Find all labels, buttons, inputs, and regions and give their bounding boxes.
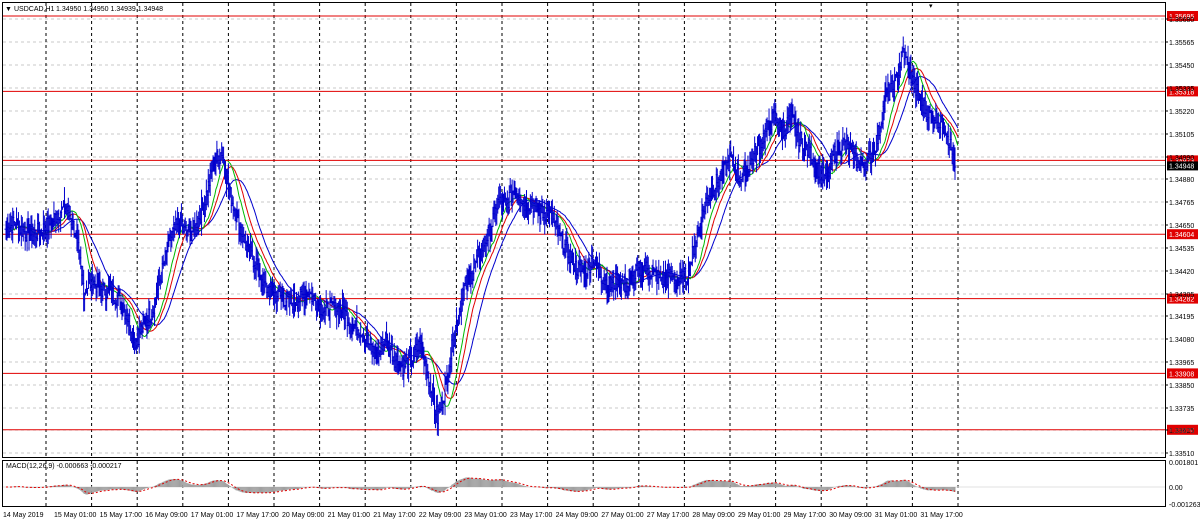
price-axis: 1.35680 1.35565 1.35450 1.35335 1.35220 1.351… (1165, 17, 1194, 458)
price-axis-label: 1.33510 (1169, 451, 1194, 458)
time-axis-label: 15 May 17:00 (100, 512, 143, 519)
price-axis-label: 1.34420 (1169, 269, 1194, 276)
time-axis-label: 29 May 01:00 (738, 512, 781, 519)
price-axis-label: 1.34765 (1169, 200, 1194, 207)
level-price-tag (1167, 11, 1198, 21)
chart-ohlc-label: 1.34950 1.34950 1.34939 1.34948 (56, 6, 163, 13)
price-axis-label: 1.33625 (1169, 428, 1194, 435)
chart-header-triangle-icon: ▼ (5, 6, 12, 13)
macd-signal-line (6, 477, 956, 494)
moving-average-slow-line (8, 75, 959, 385)
moving-average-fast-line (8, 60, 959, 407)
time-axis-label: 21 May 01:00 (328, 512, 371, 519)
time-axis-label: 20 May 09:00 (282, 512, 325, 519)
price-axis-label: 1.33965 (1169, 360, 1194, 367)
chart-symbol-label: USDCAD,H1 (14, 6, 55, 13)
time-axis-label: 30 May 09:00 (829, 512, 872, 519)
level-price-label: 1.34604 (1169, 232, 1194, 239)
time-axis: 14 May 2019 15 May 01:00 15 May 17:00 16 Ma… (3, 512, 963, 519)
horizontal-levels[interactable]: 1.356951.353181.349731.346041.342821.339… (3, 11, 1198, 435)
price-bars (4, 36, 957, 437)
time-axis-label: 29 May 17:00 (784, 512, 827, 519)
price-axis-label: 1.33735 (1169, 406, 1194, 413)
scroll-marker-icon: ▾ (929, 3, 933, 10)
price-axis-label: 1.34880 (1169, 177, 1194, 184)
level-price-label: 1.33626 (1169, 428, 1194, 435)
price-axis-label: 1.34650 (1169, 223, 1194, 230)
moving-average-mid-line (8, 67, 959, 399)
price-axis-label: 1.34195 (1169, 314, 1194, 321)
level-price-tag (1167, 293, 1198, 304)
level-price-tag (1167, 424, 1198, 435)
level-price-label: 1.35318 (1169, 89, 1194, 96)
grid (3, 3, 1165, 506)
time-axis-label: 23 May 01:00 (464, 512, 507, 519)
level-price-label: 1.33908 (1169, 371, 1194, 378)
price-axis-label: 1.34535 (1169, 246, 1194, 253)
price-axis-label: 1.34305 (1169, 292, 1194, 299)
macd-pane-frame (2, 460, 1166, 507)
price-axis-label: 1.35680 (1169, 17, 1194, 24)
price-axis-label: 1.35450 (1169, 63, 1194, 70)
current-price-label: 1.34948 (1169, 163, 1194, 170)
price-axis-label: 1.34080 (1169, 337, 1194, 344)
macd-axis-label: 0.001801 (1169, 460, 1198, 467)
level-price-label: 1.34282 (1169, 297, 1194, 304)
time-axis-label: 17 May 01:00 (191, 512, 234, 519)
time-axis-label: 22 May 09:00 (419, 512, 462, 519)
macd-axis-label: -0.001263 (1169, 502, 1200, 509)
price-axis-label: 1.35335 (1169, 86, 1194, 93)
level-price-tag (1167, 368, 1198, 379)
price-axis-label: 1.33850 (1169, 383, 1194, 390)
current-price-tag (1167, 161, 1198, 171)
time-axis-label: 15 May 01:00 (54, 512, 97, 519)
level-price-tag (1167, 86, 1198, 97)
time-axis-label: 21 May 17:00 (373, 512, 416, 519)
level-price-tag (1167, 155, 1198, 166)
price-axis-label: 1.35220 (1169, 109, 1194, 116)
price-axis-label: 1.35565 (1169, 40, 1194, 47)
time-axis-label: 27 May 01:00 (601, 512, 644, 519)
time-axis-label: 24 May 09:00 (556, 512, 599, 519)
level-price-tag (1167, 229, 1198, 240)
time-axis-label: 31 May 17:00 (920, 512, 963, 519)
time-axis-label: 27 May 17:00 (647, 512, 690, 519)
time-axis-label: 17 May 17:00 (236, 512, 279, 519)
time-axis-label: 14 May 2019 (3, 512, 44, 519)
time-axis-label: 16 May 09:00 (145, 512, 188, 519)
macd-label: MACD(12,26,9) -0.000663 -0.000217 (6, 463, 122, 470)
time-axis-label: 23 May 17:00 (510, 512, 553, 519)
time-axis-label: 28 May 09:00 (692, 512, 735, 519)
level-price-label: 1.35695 (1169, 14, 1194, 21)
macd-axis-label: 0.00 (1169, 485, 1183, 492)
price-axis-label: 1.35105 (1169, 132, 1194, 139)
macd-indicator: 0.001801 0.00 -0.001263 (3, 460, 1200, 509)
time-axis-label: 31 May 01:00 (875, 512, 918, 519)
price-axis-label: 1.34990 (1169, 155, 1194, 162)
moving-averages (8, 60, 959, 407)
